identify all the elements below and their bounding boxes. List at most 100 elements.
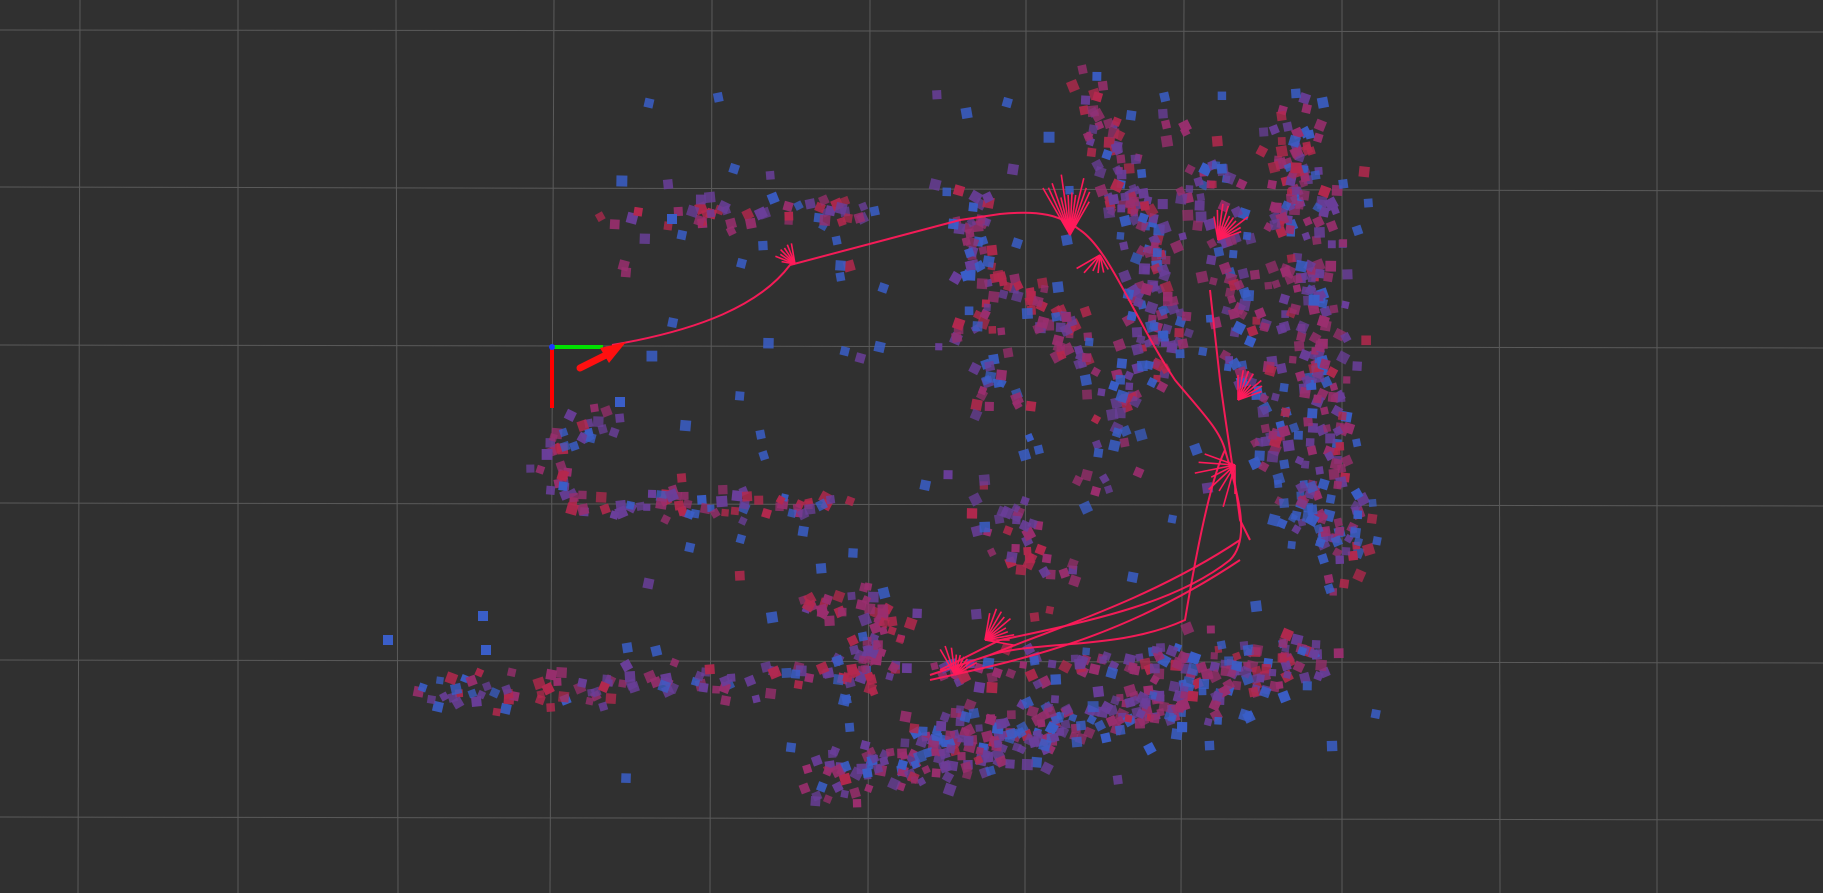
point-marker xyxy=(1005,551,1018,564)
point-marker xyxy=(844,722,855,733)
point-marker xyxy=(804,198,816,210)
point-marker xyxy=(862,767,873,779)
point-marker xyxy=(1328,468,1340,480)
point-marker xyxy=(1258,461,1270,473)
point-marker xyxy=(1175,192,1188,205)
point-marker xyxy=(1100,732,1112,744)
point-marker xyxy=(1112,338,1127,352)
point-marker xyxy=(1134,428,1148,442)
point-marker xyxy=(1206,254,1217,266)
point-marker xyxy=(712,91,724,103)
point-marker xyxy=(1221,305,1231,316)
point-marker xyxy=(563,408,577,422)
point-marker xyxy=(797,525,809,537)
point-marker xyxy=(942,187,952,197)
point-marker xyxy=(1136,168,1147,179)
point-marker xyxy=(1270,392,1280,402)
point-marker xyxy=(1158,701,1169,712)
point-marker xyxy=(1289,146,1302,159)
point-marker xyxy=(1130,154,1141,165)
point-marker xyxy=(1036,315,1050,329)
point-marker xyxy=(558,481,568,492)
point-marker xyxy=(1156,263,1171,278)
point-marker xyxy=(1175,349,1185,359)
point-marker xyxy=(1138,187,1149,199)
point-marker xyxy=(1292,660,1306,674)
point-marker xyxy=(1092,439,1103,450)
point-marker xyxy=(1304,512,1320,528)
point-marker xyxy=(1157,304,1170,317)
point-marker xyxy=(1088,663,1101,676)
point-marker xyxy=(1259,322,1270,333)
trajectory-ray xyxy=(1097,254,1101,274)
point-marker xyxy=(1115,374,1126,385)
point-marker xyxy=(832,673,845,686)
trajectory-ray xyxy=(1210,464,1236,478)
point-marker xyxy=(1282,439,1295,452)
point-marker xyxy=(1092,685,1105,698)
point-marker xyxy=(1157,108,1168,119)
point-marker xyxy=(1133,297,1144,308)
point-marker xyxy=(1011,237,1024,250)
point-marker xyxy=(1238,708,1252,723)
point-marker xyxy=(901,663,912,674)
point-marker xyxy=(1257,405,1270,418)
point-marker xyxy=(1334,526,1345,536)
point-marker xyxy=(804,672,815,683)
point-marker xyxy=(1351,224,1364,237)
point-marker xyxy=(822,794,833,804)
point-marker xyxy=(764,687,777,700)
point-marker xyxy=(1127,661,1138,672)
point-marker xyxy=(565,502,579,516)
point-marker xyxy=(587,688,596,697)
point-marker xyxy=(1204,740,1215,751)
point-marker xyxy=(1228,357,1242,371)
point-marker xyxy=(1156,380,1169,393)
point-marker xyxy=(639,233,651,245)
point-marker xyxy=(1313,523,1324,534)
point-marker xyxy=(912,608,922,619)
point-marker xyxy=(1080,95,1091,105)
point-marker xyxy=(568,440,580,452)
point-marker xyxy=(1298,92,1312,105)
point-marker xyxy=(1170,728,1183,741)
point-marker xyxy=(546,702,556,712)
trajectory-line xyxy=(611,211,1081,346)
point-marker xyxy=(1318,206,1330,218)
point-marker xyxy=(1119,437,1130,448)
point-marker xyxy=(987,290,1000,303)
point-marker xyxy=(741,491,753,502)
point-marker xyxy=(1066,558,1079,570)
point-marker xyxy=(991,667,1003,679)
point-marker xyxy=(1180,621,1195,636)
point-marker xyxy=(1111,116,1122,127)
point-marker xyxy=(615,397,625,407)
point-marker xyxy=(657,679,672,694)
point-marker xyxy=(1302,216,1313,227)
point-marker xyxy=(535,464,546,475)
point-marker xyxy=(569,492,579,503)
point-marker xyxy=(840,789,850,799)
point-marker xyxy=(1300,143,1314,156)
point-marker xyxy=(558,427,569,438)
point-marker xyxy=(847,591,856,601)
point-marker xyxy=(1198,346,1208,357)
point-marker xyxy=(1271,202,1282,213)
point-marker xyxy=(1135,334,1146,345)
point-marker xyxy=(1340,300,1350,310)
point-marker xyxy=(1015,564,1027,576)
point-marker xyxy=(872,763,884,774)
point-marker xyxy=(1277,653,1287,663)
point-marker xyxy=(1366,513,1378,525)
point-marker xyxy=(1323,271,1334,283)
point-marker xyxy=(1134,718,1145,729)
point-marker xyxy=(1250,437,1260,448)
point-marker xyxy=(1024,296,1034,306)
point-marker xyxy=(1091,158,1105,172)
point-marker xyxy=(685,204,700,218)
point-marker xyxy=(801,598,816,613)
point-marker xyxy=(1123,370,1135,381)
point-marker xyxy=(1016,721,1029,734)
